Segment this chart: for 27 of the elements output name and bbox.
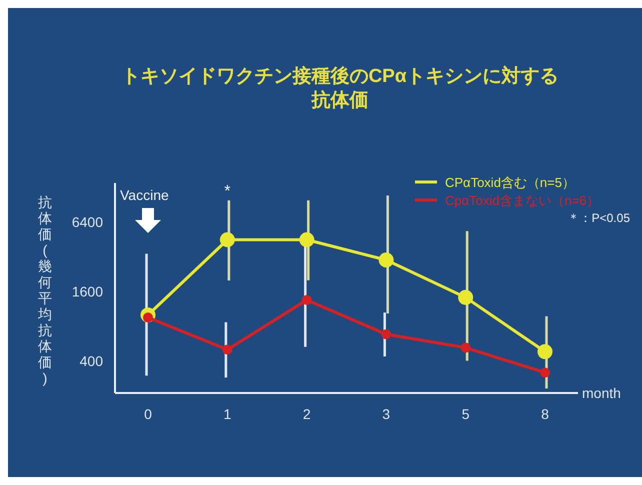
y-tick-label: 400 [80, 352, 104, 369]
x-tick-label: 3 [382, 406, 390, 422]
legend-label: CpαToxid含まない（n=6） [445, 193, 600, 208]
x-tick-label: 8 [541, 406, 550, 422]
x-tick-label: 1 [224, 406, 232, 422]
x-tick-label: 0 [144, 406, 152, 422]
point [381, 329, 392, 340]
point [460, 342, 471, 353]
text: 抗体価(幾何平均抗体価) [38, 194, 52, 386]
point [458, 290, 474, 305]
chart-title: トキソイドワクチン接種後のCPαトキシンに対する抗体価 [121, 65, 559, 111]
legend-label: CPαToxid含む（n=5） [445, 175, 575, 190]
x-axis-title: month [582, 385, 621, 401]
x-tick-label: 2 [302, 406, 311, 422]
annotation: ＊：P<0.05 [568, 211, 630, 225]
y-tick-label: 6400 [72, 214, 104, 230]
annotation: Vaccine [120, 187, 169, 203]
point [378, 252, 394, 268]
point [538, 344, 552, 360]
annotation: * [224, 183, 231, 200]
y-tick-label: 1600 [72, 283, 104, 300]
point [302, 294, 312, 305]
point [540, 368, 550, 378]
x-tick-label: 5 [462, 406, 470, 422]
point [222, 344, 232, 355]
point [299, 232, 314, 248]
point [220, 232, 235, 248]
